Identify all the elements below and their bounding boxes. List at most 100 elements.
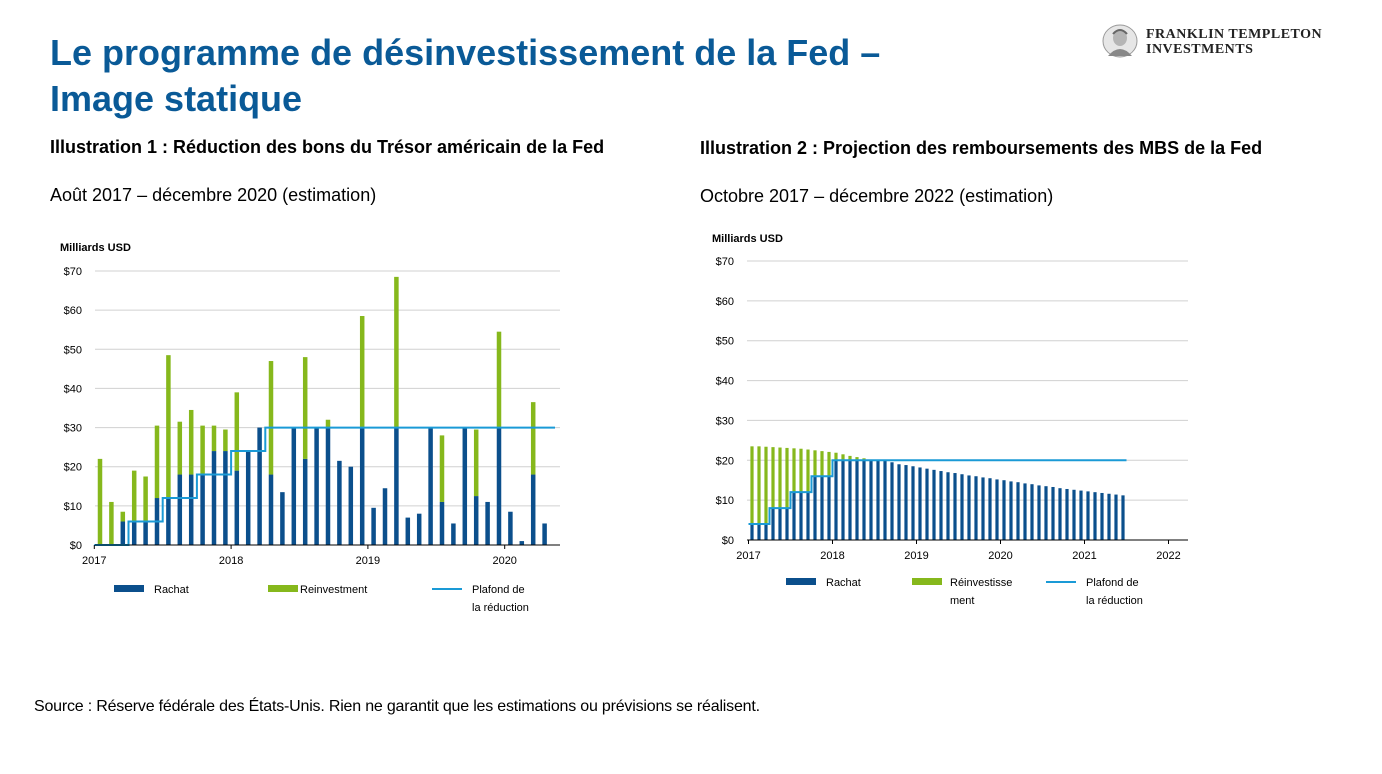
chart1-legend-reinvest: Reinvestment: [300, 584, 367, 596]
chart1-reinvest-bar: [211, 425, 217, 452]
chart2-rachat-bar: [792, 492, 796, 540]
chart2-rachat-bar: [778, 508, 782, 540]
chart1-period: Août 2017 – décembre 2020 (estimation): [50, 185, 377, 205]
chart2-plafond-line: [748, 459, 1127, 526]
chart1-rachat-bar: [166, 498, 171, 545]
chart1-y-tick-label: $10: [64, 501, 82, 513]
chart2-y-tick-label: $50: [716, 336, 734, 348]
chart1-x-tick-label: 2017: [82, 555, 106, 567]
chart1-x-tick-label: 2019: [356, 555, 380, 567]
chart1-reinvest-bar: [234, 392, 240, 471]
chart1-rachat-bar: [120, 521, 126, 545]
chart1-rachat-bar: [405, 517, 411, 545]
chart1-rachat-bar: [485, 501, 490, 545]
chart2-y-tick-label: $30: [716, 415, 734, 427]
chart2-y-tick-label: $20: [716, 455, 734, 467]
chart2-x-tick-label: 2019: [904, 550, 928, 562]
chart1-rachat-bar: [416, 513, 422, 545]
chart2-reinvest-bar: [848, 455, 852, 461]
chart2-rachat-bar: [911, 466, 915, 540]
chart2-reinvest-bar: [757, 446, 761, 525]
chart2-x-tick-label: 2022: [1156, 550, 1180, 562]
chart1-reinvest-bar: [325, 419, 331, 428]
chart2-rachat-bar: [1044, 486, 1048, 540]
chart2-rachat-bar: [1107, 493, 1111, 540]
chart2-rachat-bar: [1121, 495, 1125, 540]
chart2-reinvest-bar: [827, 451, 831, 477]
chart2-legend-plafond: Plafond de: [1086, 577, 1139, 589]
chart2-x-tick-label: 2018: [820, 550, 844, 562]
chart2-legend-reinvest-2: ment: [950, 595, 974, 607]
chart2-subtitle: Illustration 2 : Projection des rembours…: [700, 138, 1263, 158]
chart1-legend-rachat: Rachat: [154, 584, 189, 596]
chart1-reinvest-bar: [223, 429, 228, 452]
chart2-reinvest-bar: [792, 448, 796, 493]
chart2-reinvest-bar: [778, 447, 782, 509]
chart2-rachat-bar: [848, 460, 852, 540]
chart2-rachat-bar: [918, 467, 922, 540]
chart1-rachat-bar: [530, 474, 536, 545]
chart1-rachat-bar: [508, 511, 513, 545]
chart1-y-tick-label: $20: [64, 462, 82, 474]
chart2-rachat-bar: [1086, 491, 1090, 540]
chart2-reinvest-bar: [806, 449, 810, 493]
chart1-rachat-bar: [314, 427, 319, 545]
chart2-rachat-bar: [960, 474, 964, 540]
logo-text: FRANKLIN TEMPLETON INVESTMENTS: [1146, 27, 1322, 57]
chart1-reinvest-bar: [359, 316, 365, 428]
chart2-y-tick-label: $0: [722, 535, 734, 547]
chart1-reinvest-bar: [394, 276, 399, 428]
chart1-reinvest-bar: [177, 421, 183, 475]
chart1-rachat-bar: [177, 474, 183, 545]
chart1-reinvest-bar: [439, 435, 445, 502]
chart1-rachat-bar: [131, 521, 137, 545]
chart1-y-axis-label: Milliards USD: [60, 242, 131, 254]
chart2-rachat-bar: [750, 524, 754, 540]
chart1-reinvest-bar: [143, 476, 148, 522]
chart1-legend-plafond: Plafond de: [472, 584, 525, 596]
chart2-rachat-bar: [834, 460, 838, 540]
chart1-rachat-bar: [542, 523, 547, 545]
chart1-rachat-bar: [394, 427, 399, 545]
franklin-portrait-icon: [1102, 24, 1138, 58]
chart1-y-tick-label: $40: [64, 383, 82, 395]
chart2-rachat-bar: [1023, 483, 1027, 540]
chart1-rachat-bar: [302, 458, 308, 545]
chart2-y-axis-label: Milliards USD: [712, 233, 783, 245]
chart2-rachat-bar: [827, 476, 831, 540]
chart1-rachat-bar: [371, 507, 376, 545]
chart1-rachat-bar: [462, 427, 468, 545]
logo-line-1: FRANKLIN TEMPLETON: [1146, 27, 1323, 42]
chart2-rachat-bar: [806, 492, 810, 540]
chart1-legend-rachat-swatch: [114, 585, 144, 592]
chart2-rachat-bar: [967, 475, 971, 540]
chart1-reinvest-bar: [97, 458, 103, 545]
chart1-rachat-bar: [280, 492, 285, 545]
chart2-rachat-bar: [974, 476, 978, 540]
chart2-reinvest-bar: [820, 451, 824, 477]
chart1-rachat-bar: [257, 427, 262, 545]
chart1-rachat-bar: [245, 451, 251, 545]
chart1-rachat-bar: [496, 427, 502, 545]
chart2-rachat-bar: [862, 460, 866, 540]
chart2-rachat-bar: [757, 524, 761, 540]
chart1-rachat-bar: [348, 466, 354, 545]
chart2-rachat-bar: [932, 469, 936, 540]
chart2-reinvest-bar: [799, 448, 803, 493]
chart2-rachat-bar: [771, 508, 775, 540]
chart1-rachat-bar: [188, 474, 194, 545]
chart1-reinvest-bar: [166, 355, 171, 499]
chart2-rachat-bar: [946, 472, 950, 540]
title-line-1: Le programme de désinvestissement de la …: [50, 32, 881, 73]
chart2-x-tick-label: 2021: [1072, 550, 1096, 562]
logo-line-2: INVESTMENTS: [1146, 42, 1254, 57]
chart1-rachat-bar: [291, 427, 297, 545]
chart2-legend-reinvest-swatch: [912, 578, 942, 585]
chart1-rachat-bar: [325, 427, 331, 545]
chart1-subtitle: Illustration 1 : Réduction des bons du T…: [50, 137, 605, 157]
chart1-reinvest-bar: [131, 470, 137, 522]
chart1-rachat-bar: [143, 521, 148, 545]
chart1-y-tick-label: $0: [70, 540, 82, 552]
title-line-2: Image statique: [50, 78, 303, 119]
chart2-rachat-bar: [1030, 484, 1034, 540]
